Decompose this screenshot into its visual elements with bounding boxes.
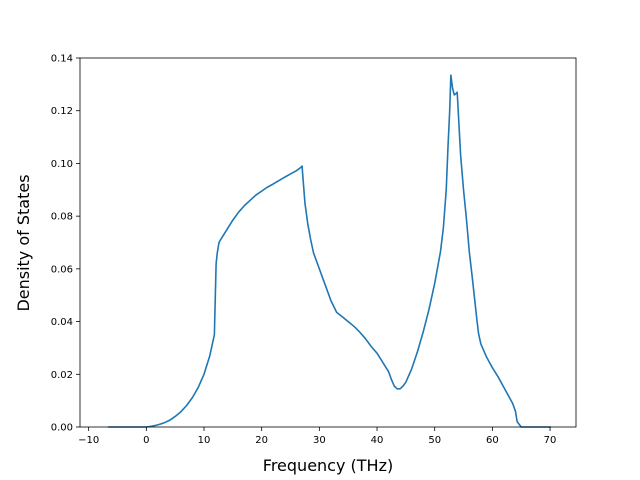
plot-area — [79, 57, 577, 428]
x-tick-label: 60 — [486, 435, 499, 446]
x-tick-label: 0 — [143, 435, 149, 446]
x-tick-label: −10 — [78, 435, 99, 446]
series-line-0 — [108, 74, 551, 428]
y-tick-label: 0.00 — [51, 423, 73, 434]
y-tick-label: 0.14 — [51, 54, 73, 65]
y-tick-label: 0.10 — [51, 159, 73, 170]
y-tick-label: 0.08 — [51, 212, 73, 223]
axes-frame — [79, 57, 577, 428]
x-tick-label: 30 — [313, 435, 326, 446]
y-axis-label: Density of States — [14, 174, 33, 311]
x-tick-label: 10 — [198, 435, 211, 446]
y-tick-label: 0.06 — [51, 264, 73, 275]
x-axis-ticks: −10 0 10 20 30 40 50 60 70 — [78, 427, 556, 446]
x-tick-label: 40 — [371, 435, 384, 446]
x-tick-label: 50 — [428, 435, 441, 446]
y-tick-label: 0.02 — [51, 370, 73, 381]
y-tick-label: 0.12 — [51, 106, 73, 117]
x-tick-label: 70 — [544, 435, 557, 446]
x-tick-label: 20 — [255, 435, 268, 446]
x-axis-label: Frequency (THz) — [263, 456, 393, 475]
y-axis-ticks: 0.00 0.02 0.04 0.06 0.08 0.10 0.12 0.14 — [51, 54, 80, 434]
y-tick-label: 0.04 — [51, 317, 73, 328]
